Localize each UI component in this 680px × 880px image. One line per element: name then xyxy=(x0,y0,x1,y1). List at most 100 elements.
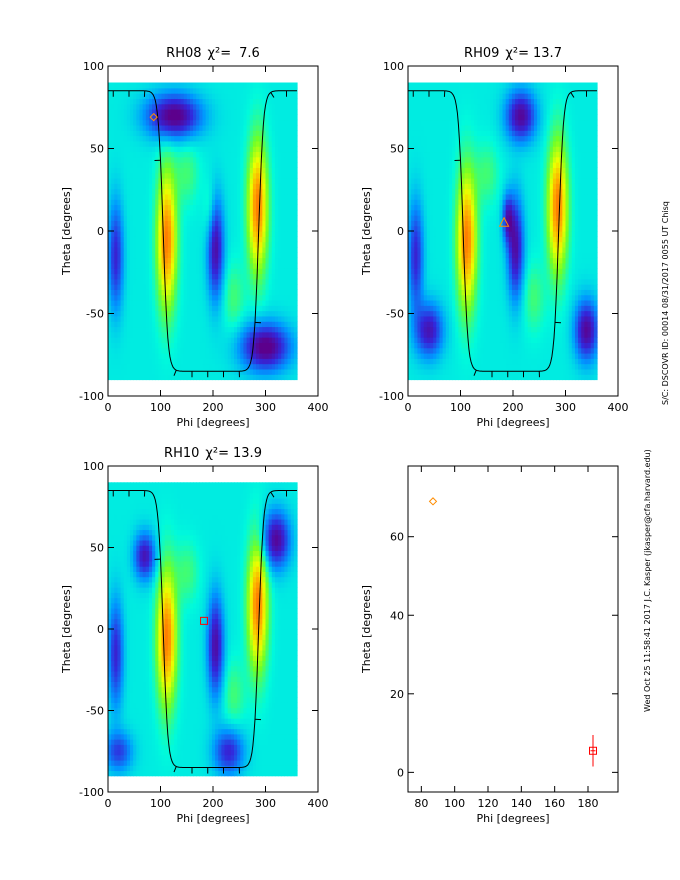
heatmap-cell xyxy=(448,284,453,290)
heatmap-cell xyxy=(477,294,482,301)
heatmap-cell xyxy=(189,273,194,280)
heatmap-cell xyxy=(189,151,194,158)
heatmap-cell xyxy=(486,82,491,89)
heatmap-cell xyxy=(274,321,279,328)
heatmap-cell xyxy=(139,278,144,285)
heatmap-cell xyxy=(120,98,125,105)
heatmap-cell xyxy=(287,93,292,100)
heatmap-cell xyxy=(180,114,185,121)
heatmap-cell xyxy=(287,82,292,89)
heatmap-cell xyxy=(136,299,141,306)
heatmap-cell xyxy=(439,294,444,301)
heatmap-cell xyxy=(243,130,248,137)
heatmap-cell xyxy=(448,305,453,312)
heatmap-cell xyxy=(177,278,182,285)
heatmap-cell xyxy=(411,331,415,338)
heatmap-cell xyxy=(243,374,248,381)
heatmap-cell xyxy=(221,246,226,253)
heatmap-cell xyxy=(408,299,412,306)
heatmap-cell xyxy=(458,284,463,290)
heatmap-cell xyxy=(234,347,238,354)
heatmap-cell xyxy=(433,103,437,110)
heatmap-cell xyxy=(145,246,150,253)
heatmap-cell xyxy=(108,135,112,142)
heatmap-cell xyxy=(164,262,169,269)
heatmap-cell xyxy=(483,183,488,190)
heatmap-cell xyxy=(474,193,478,200)
heatmap-cell xyxy=(493,114,497,121)
heatmap-cell xyxy=(471,188,475,195)
heatmap-cell xyxy=(208,273,213,280)
heatmap-cell xyxy=(208,130,213,137)
heatmap-cell xyxy=(445,262,450,269)
heatmap-cell xyxy=(271,103,276,110)
heatmap-cell xyxy=(237,278,241,285)
heatmap-cell xyxy=(246,209,251,216)
heatmap-cell xyxy=(455,257,459,264)
heatmap-cell xyxy=(211,162,216,168)
heatmap-cell xyxy=(452,82,456,89)
heatmap-cell xyxy=(249,162,254,168)
heatmap-cell xyxy=(287,225,292,232)
heatmap-cell xyxy=(252,231,257,237)
heatmap-cell xyxy=(139,119,144,126)
heatmap-cell xyxy=(189,177,194,184)
heatmap-cell xyxy=(265,109,270,115)
heatmap-cell xyxy=(467,358,472,365)
heatmap-cell xyxy=(224,363,229,370)
heatmap-cell xyxy=(408,82,412,89)
heatmap-cell xyxy=(426,162,431,168)
heatmap-cell xyxy=(224,119,229,126)
heatmap-cell xyxy=(411,162,415,168)
heatmap-cell xyxy=(167,294,172,301)
heatmap-cell xyxy=(483,284,488,290)
heatmap-cell xyxy=(445,368,450,375)
heatmap-cell xyxy=(426,342,431,349)
heatmap-cell xyxy=(108,156,112,163)
heatmap-cell xyxy=(199,220,204,227)
heatmap-cell xyxy=(215,368,219,375)
heatmap-cell xyxy=(439,289,444,296)
heatmap-cell xyxy=(452,289,456,296)
heatmap-cell xyxy=(117,193,122,200)
heatmap-cell xyxy=(193,305,197,312)
heatmap-cell xyxy=(133,209,137,216)
heatmap-cell xyxy=(486,331,491,338)
heatmap-cell xyxy=(120,284,125,290)
heatmap-cell xyxy=(136,225,141,232)
x-tick-label: 100 xyxy=(150,401,171,414)
heatmap-cell xyxy=(445,310,450,317)
heatmap-cell xyxy=(130,337,134,343)
heatmap-cell xyxy=(256,98,260,105)
heatmap-cell xyxy=(411,262,415,269)
heatmap-cell xyxy=(136,177,141,184)
heatmap-cell xyxy=(455,289,459,296)
heatmap-cell xyxy=(114,321,119,328)
heatmap-cell xyxy=(108,278,112,285)
heatmap-cell xyxy=(493,331,497,338)
heatmap-cell xyxy=(199,209,204,216)
heatmap-cell xyxy=(489,119,494,126)
heatmap-cell xyxy=(142,252,147,259)
heatmap-cell xyxy=(208,188,213,195)
heatmap-cell xyxy=(202,294,207,301)
heatmap-cell xyxy=(120,215,125,221)
heatmap-cell xyxy=(189,204,194,211)
heatmap-cell xyxy=(464,331,469,338)
heatmap-cell xyxy=(211,151,216,158)
heatmap-cell xyxy=(471,252,475,259)
heatmap-cell xyxy=(215,103,219,110)
heatmap-cell xyxy=(148,93,153,100)
heatmap-cell xyxy=(196,225,200,232)
heatmap-cell xyxy=(489,167,494,174)
heatmap-cell xyxy=(489,289,494,296)
heatmap-cell xyxy=(111,98,115,105)
heatmap-cell xyxy=(126,103,131,110)
heatmap-cell xyxy=(493,231,497,237)
heatmap-cell xyxy=(186,368,191,375)
heatmap-cell xyxy=(423,162,428,168)
heatmap-cell xyxy=(123,109,128,115)
heatmap-cell xyxy=(171,347,175,354)
heatmap-cell xyxy=(208,305,213,312)
